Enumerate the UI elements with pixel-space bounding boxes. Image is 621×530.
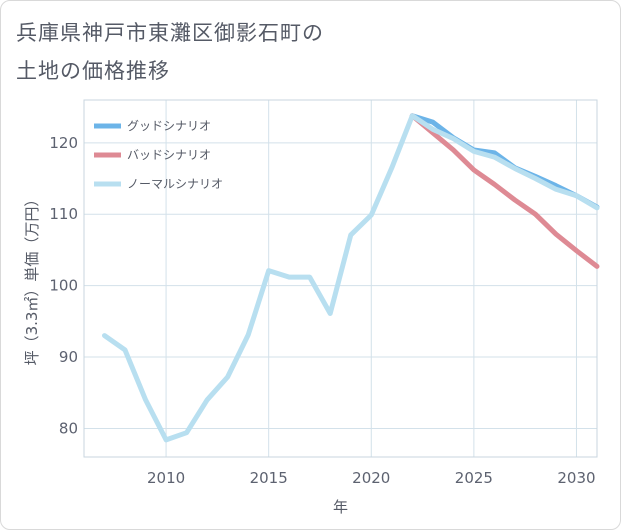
legend-label: グッドシナリオ (127, 119, 211, 133)
legend-label: ノーマルシナリオ (127, 177, 223, 191)
x-axis-title: 年 (333, 498, 348, 516)
grid-lines (84, 100, 597, 457)
y-tick-label: 90 (59, 348, 78, 366)
series-layer (102, 113, 600, 443)
chart-title-line-2: 土地の価格推移 (16, 59, 170, 83)
plot-area-border (83, 99, 598, 458)
y-tick-label: 80 (59, 419, 78, 437)
x-tick-label: 2025 (455, 469, 493, 487)
series-line-3 (102, 113, 600, 443)
x-tick-label: 2015 (250, 469, 288, 487)
chart-title: 兵庫県神戸市東灘区御影石町の 土地の価格推移 (16, 14, 324, 90)
x-tick-label: 2010 (147, 469, 185, 487)
y-axis-title: 坪（3.3㎡）単価（万円） (23, 192, 41, 366)
y-tick-label: 110 (49, 205, 78, 223)
legend-item-2[interactable]: バッドシナリオ (94, 148, 211, 162)
series-line-2 (409, 113, 600, 269)
legend-item-3[interactable]: ノーマルシナリオ (94, 177, 223, 191)
axes: 2010 2015 2020 2025 2030 80 90 100 110 120 (49, 99, 598, 487)
y-tick-label: 120 (49, 134, 78, 152)
legend-item-1[interactable]: グッドシナリオ (94, 119, 211, 133)
x-tick-label: 2020 (352, 469, 390, 487)
legend-label: バッドシナリオ (127, 148, 211, 162)
chart-title-line-1: 兵庫県神戸市東灘区御影石町の (16, 21, 324, 45)
y-tick-label: 100 (49, 277, 78, 295)
x-tick-label: 2030 (557, 469, 595, 487)
